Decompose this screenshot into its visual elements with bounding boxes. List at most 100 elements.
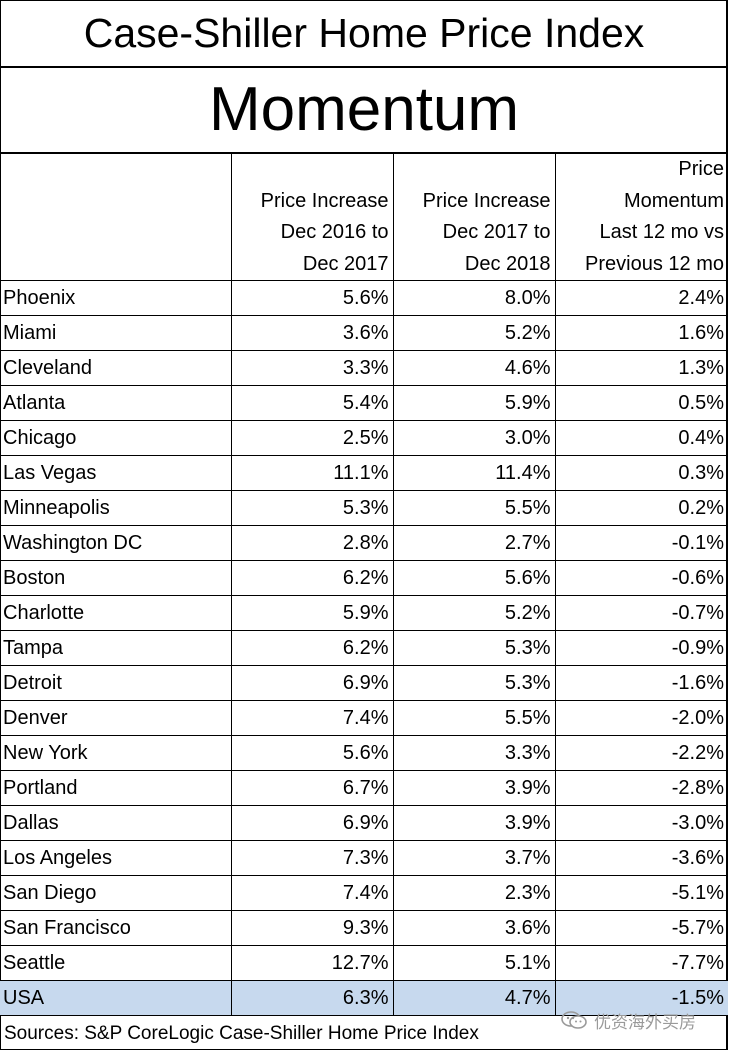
header-city [0,153,232,281]
watermark: 优资海外买房 [560,1006,696,1034]
cell-increase-2017: 12.7% [230,945,394,981]
cell-increase-2017: 2.5% [230,420,394,456]
cell-momentum: -2.0% [554,700,728,736]
table-row: Atlanta 5.4% 5.9% 0.5% [0,385,728,421]
cell-increase-2017: 3.6% [230,315,394,351]
header-line: Price Increase [422,189,551,212]
cell-increase-2017: 3.3% [230,350,394,386]
cell-increase-2018: 5.5% [392,700,556,736]
cell-city: Boston [0,560,232,596]
header-line: Momentum [623,189,724,212]
cell-increase-2018: 5.2% [392,595,556,631]
cell-increase-2017: 6.9% [230,805,394,841]
cell-increase-2018: 5.3% [392,665,556,701]
cell-momentum: -3.0% [554,805,728,841]
header-momentum: Price Momentum Last 12 mo vs Previous 12 mo [554,153,728,281]
table-row: Phoenix 5.6% 8.0% 2.4% [0,280,728,316]
table-body: Phoenix 5.6% 8.0% 2.4% Miami 3.6% 5.2% 1.6% Clev… [0,280,728,1016]
cell-city: Minneapolis [0,490,232,526]
cell-momentum: -5.1% [554,875,728,911]
header-row: Price Increase Dec 2016 to Dec 2017 Price … [0,153,728,281]
cell-momentum: -3.6% [554,840,728,876]
table-row: Dallas 6.9% 3.9% -3.0% [0,805,728,841]
cell-momentum: 1.6% [554,315,728,351]
header-increase-2017: Price Increase Dec 2016 to Dec 2017 [230,153,394,281]
cell-increase-2018: 4.7% [392,980,556,1016]
cell-increase-2018: 3.9% [392,770,556,806]
cell-momentum: -0.1% [554,525,728,561]
table-row: Minneapolis 5.3% 5.5% 0.2% [0,490,728,526]
cell-increase-2017: 7.3% [230,840,394,876]
watermark-text: 优资海外买房 [594,1012,696,1032]
table-row: New York 5.6% 3.3% -2.2% [0,735,728,771]
cell-momentum: -5.7% [554,910,728,946]
cell-increase-2018: 3.9% [392,805,556,841]
cell-momentum: 1.3% [554,350,728,386]
cell-city: Miami [0,315,232,351]
cell-increase-2017: 5.6% [230,735,394,771]
cell-city: Chicago [0,420,232,456]
table-row: San Diego 7.4% 2.3% -5.1% [0,875,728,911]
cell-increase-2018: 2.7% [392,525,556,561]
cell-increase-2017: 6.2% [230,560,394,596]
header-line: Price Increase [260,189,389,212]
cell-momentum: -0.9% [554,630,728,666]
cell-increase-2018: 5.9% [392,385,556,421]
cell-momentum: 0.3% [554,455,728,491]
cell-increase-2018: 3.0% [392,420,556,456]
cell-momentum: -2.8% [554,770,728,806]
cell-momentum: -2.2% [554,735,728,771]
cell-increase-2018: 11.4% [392,455,556,491]
wechat-logo-icon [561,1011,587,1029]
cell-increase-2018: 5.1% [392,945,556,981]
cell-increase-2018: 5.5% [392,490,556,526]
cell-city: Los Angeles [0,840,232,876]
cell-city: Tampa [0,630,232,666]
cell-momentum: 0.2% [554,490,728,526]
cell-momentum: -7.7% [554,945,728,981]
cell-increase-2017: 5.4% [230,385,394,421]
cell-increase-2017: 6.7% [230,770,394,806]
cell-momentum: -1.5% [554,980,728,1016]
cell-increase-2018: 4.6% [392,350,556,386]
cell-increase-2017: 9.3% [230,910,394,946]
header-line: Dec 2016 to [280,221,389,243]
cell-increase-2017: 6.2% [230,630,394,666]
header-line: Dec 2018 [464,252,551,275]
table-row: Charlotte 5.9% 5.2% -0.7% [0,595,728,631]
header-increase-2018: Price Increase Dec 2017 to Dec 2018 [392,153,556,281]
table-row: Detroit 6.9% 5.3% -1.6% [0,665,728,701]
cell-city: Dallas [0,805,232,841]
cell-city: Denver [0,700,232,736]
header-line: Previous 12 mo [585,252,724,275]
cell-increase-2017: 6.3% [230,980,394,1016]
cell-city: San Francisco [0,910,232,946]
table-row: Las Vegas 11.1% 11.4% 0.3% [0,455,728,491]
cell-increase-2017: 5.6% [230,280,394,316]
table-row: Miami 3.6% 5.2% 1.6% [0,315,728,351]
table-row: San Francisco 9.3% 3.6% -5.7% [0,910,728,946]
cell-increase-2017: 2.8% [230,525,394,561]
cell-increase-2018: 3.6% [392,910,556,946]
cell-momentum: -0.6% [554,560,728,596]
table-row: Cleveland 3.3% 4.6% 1.3% [0,350,728,386]
cell-city: Charlotte [0,595,232,631]
table-row: Los Angeles 7.3% 3.7% -3.6% [0,840,728,876]
cell-city: Seattle [0,945,232,981]
cell-momentum: 0.5% [554,385,728,421]
cell-increase-2018: 5.6% [392,560,556,596]
table-row: Boston 6.2% 5.6% -0.6% [0,560,728,596]
cell-city: Atlanta [0,385,232,421]
page-subtitle: Momentum [0,68,728,154]
cell-city: Washington DC [0,525,232,561]
cell-increase-2018: 5.2% [392,315,556,351]
header-line: Dec 2017 [302,252,389,275]
header-line: Last 12 mo vs [599,221,724,243]
cell-increase-2017: 6.9% [230,665,394,701]
cell-increase-2018: 2.3% [392,875,556,911]
source-note: Sources: S&P CoreLogic Case-Shiller Home… [4,1023,479,1044]
cell-increase-2018: 8.0% [392,280,556,316]
summary-row: USA 6.3% 4.7% -1.5% [0,980,728,1016]
cell-increase-2018: 3.7% [392,840,556,876]
cell-city: Cleveland [0,350,232,386]
